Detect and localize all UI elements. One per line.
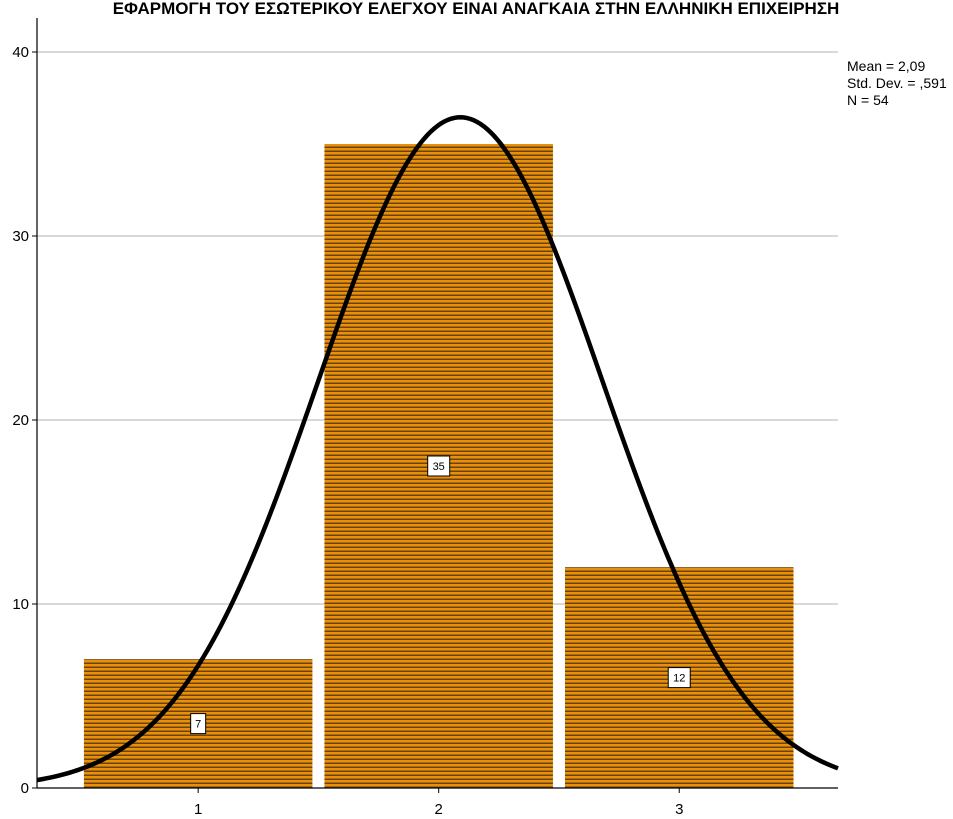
y-tick-label: 30: [12, 228, 29, 245]
data-labels: 7 35 12: [190, 455, 691, 735]
x-axis-ticks: 1 2 3: [194, 788, 683, 818]
y-tick-label: 20: [12, 412, 29, 429]
y-tick-label: 40: [12, 44, 29, 61]
data-label: 35: [433, 461, 445, 473]
data-label-box: [190, 713, 207, 735]
stats-n: N = 54: [847, 92, 889, 108]
data-label: 12: [673, 673, 685, 685]
x-tick-label: 2: [435, 801, 443, 818]
y-tick-label: 0: [21, 780, 29, 797]
data-label-box: [667, 667, 691, 689]
stats-std-dev: Std. Dev. = ,591: [847, 75, 947, 91]
normal-curve: [36, 115, 839, 783]
data-label: 7: [195, 719, 201, 731]
stats-mean: Mean = 2,09: [847, 58, 925, 74]
x-tick-label: 1: [194, 801, 202, 818]
y-axis-ticks: 0 10 20 30 40: [12, 44, 37, 797]
x-tick-label: 3: [675, 801, 683, 818]
y-tick-label: 10: [12, 596, 29, 613]
chart-title: ΕΦΑΡΜΟΓΗ ΤΟΥ ΕΣΩΤΕΡΙΚΟΥ ΕΛΕΓΧΟΥ ΕΙΝΑΙ ΑΝ…: [113, 0, 840, 18]
data-label-box: [427, 455, 451, 477]
stats-box: Mean = 2,09 Std. Dev. = ,591 N = 54: [847, 58, 947, 108]
